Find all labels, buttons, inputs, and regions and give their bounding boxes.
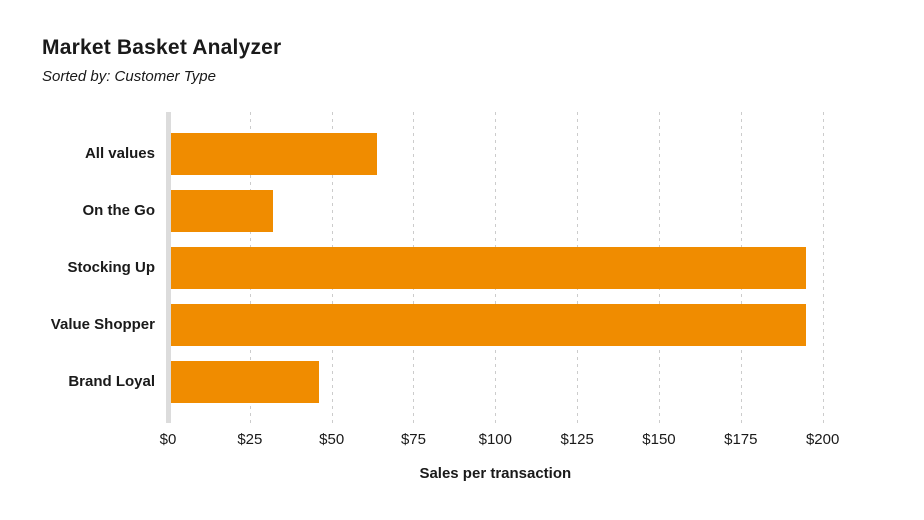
x-tick-label: $75: [400, 431, 426, 448]
x-tick-label: $175: [724, 431, 758, 448]
zero-axis-line: [166, 112, 171, 423]
x-axis-title-row: Sales per transaction: [168, 465, 875, 485]
x-tick-label: $25: [237, 431, 263, 448]
bar-mark[interactable]: [171, 303, 807, 346]
x-tick-label: $50: [319, 431, 345, 448]
bar-row: [168, 182, 875, 239]
category-label: Stocking Up: [67, 259, 155, 276]
chart-body: All values On the Go Stocking Up Value Shop…: [42, 112, 924, 423]
category-label: All values: [84, 145, 155, 162]
x-tick-label: $125: [560, 431, 594, 448]
category-label: On the Go: [82, 202, 156, 219]
x-tick-label: $100: [478, 431, 512, 448]
sort-subtitle: Sorted by: Customer Type: [42, 68, 216, 85]
bar-mark[interactable]: [171, 132, 378, 175]
bar-row: [168, 125, 875, 182]
bar-mark[interactable]: [171, 189, 273, 232]
bar-mark[interactable]: [171, 246, 807, 289]
bar-chart: All values On the Go Stocking Up Value Shop…: [42, 112, 924, 485]
bar-row: [168, 296, 875, 353]
gridline: [822, 112, 824, 423]
category-axis: All values On the Go Stocking Up Value Shop…: [42, 112, 168, 423]
page-title: Market Basket Analyzer: [42, 36, 282, 59]
x-axis-title: Sales per transaction: [419, 465, 572, 482]
bar-row: [168, 239, 875, 296]
category-label: Value Shopper: [50, 316, 155, 333]
bar-row: [168, 353, 875, 410]
x-tick-label: $150: [642, 431, 676, 448]
plot-area: [166, 112, 875, 423]
category-label: Brand Loyal: [68, 373, 155, 390]
bar-mark[interactable]: [171, 360, 319, 403]
x-tick-label: $200: [805, 431, 840, 448]
x-axis: $0 $25 $50 $75 $100 $125 $150 $175 $200: [160, 431, 875, 453]
x-tick-label: $0: [159, 431, 177, 448]
